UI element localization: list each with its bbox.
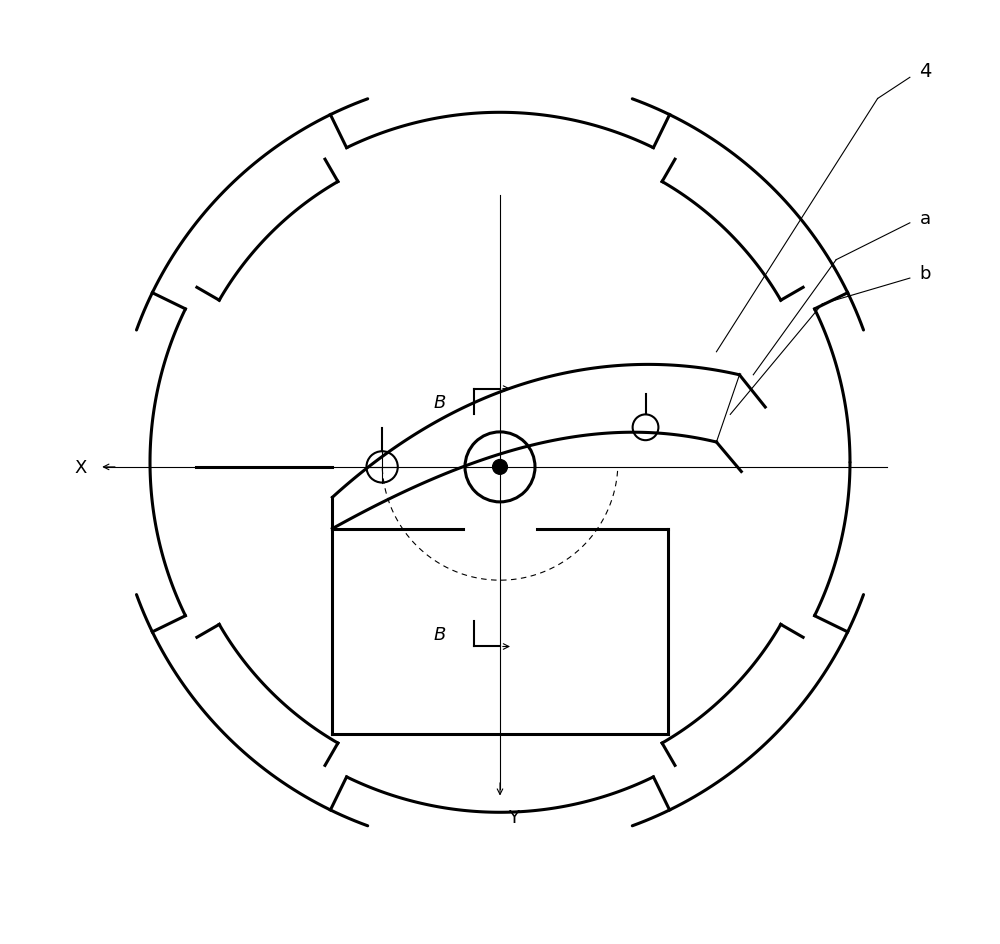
Text: B: B bbox=[433, 625, 445, 643]
Text: Y: Y bbox=[508, 808, 519, 826]
Text: X: X bbox=[75, 459, 87, 477]
Text: B: B bbox=[433, 393, 445, 411]
Circle shape bbox=[493, 460, 507, 475]
Text: 4: 4 bbox=[919, 62, 932, 81]
Text: a: a bbox=[920, 210, 931, 228]
Text: b: b bbox=[920, 265, 931, 283]
